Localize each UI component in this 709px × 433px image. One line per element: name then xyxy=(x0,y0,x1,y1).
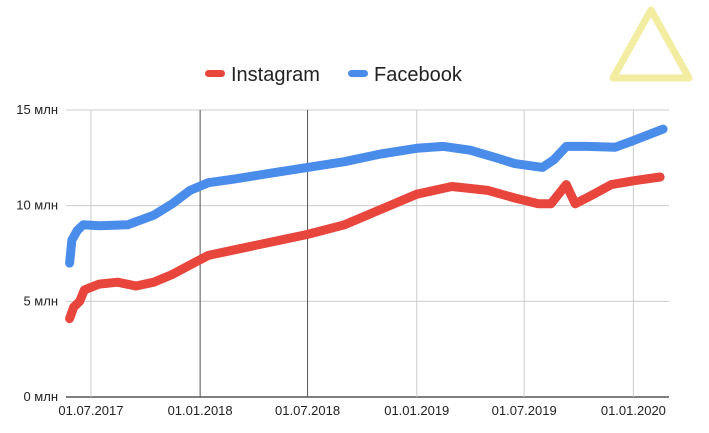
legend-label-instagram: Instagram xyxy=(231,64,320,86)
x-tick-label: 01.01.2020 xyxy=(601,403,666,418)
series-lines xyxy=(65,124,668,324)
series-line-facebook xyxy=(65,124,668,268)
y-tick-label: 10 млн xyxy=(16,198,58,213)
y-axis-tick-labels: 0 млн 5 млн 10 млн 15 млн xyxy=(16,102,58,404)
y-tick-label: 5 млн xyxy=(23,293,58,308)
triangle-watermark-icon xyxy=(609,6,693,82)
vertical-gridlines xyxy=(90,110,634,397)
y-tick-label: 0 млн xyxy=(23,389,58,404)
x-tick-label: 01.07.2017 xyxy=(58,403,123,418)
x-tick-label: 01.01.2019 xyxy=(384,403,449,418)
legend-swatch-instagram xyxy=(205,70,225,77)
series-line-instagram xyxy=(65,172,665,324)
x-axis-tick-labels: 01.07.2017 01.01.2018 01.07.2018 01.01.2019… xyxy=(58,403,666,418)
legend-swatch-facebook xyxy=(348,70,368,77)
x-tick-label: 01.07.2019 xyxy=(492,403,557,418)
x-tick-label: 01.07.2018 xyxy=(275,403,340,418)
y-tick-label: 15 млн xyxy=(16,102,58,117)
x-tick-label: 01.01.2018 xyxy=(168,403,233,418)
legend: Instagram Facebook xyxy=(205,64,463,86)
legend-label-facebook: Facebook xyxy=(374,64,463,86)
